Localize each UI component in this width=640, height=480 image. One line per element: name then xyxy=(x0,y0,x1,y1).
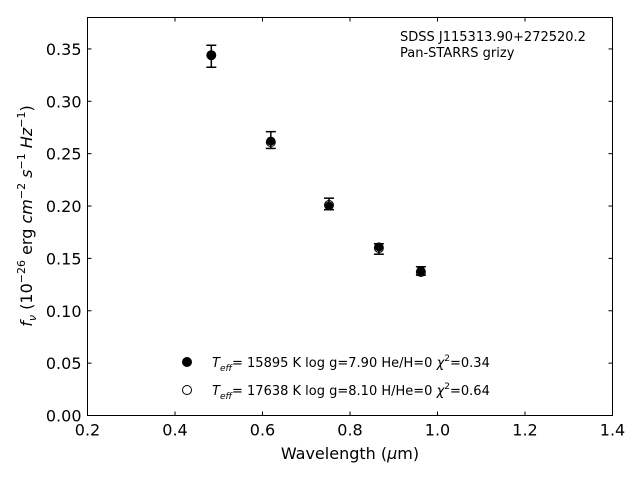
x-tick-label: 1.4 xyxy=(600,421,625,440)
annotation-object-name: SDSS J115313.90+272520.2 xyxy=(400,30,586,45)
y-tick-label: 0.05 xyxy=(46,354,82,373)
annotation-survey-name: Pan-STARRS grizy xyxy=(400,46,515,61)
y-tick-label: 0.35 xyxy=(46,40,82,59)
x-tick-label: 0.6 xyxy=(250,421,275,440)
axis-ticks: 0.2 0.4 0.6 0.8 1.0 1.2 1.4 0.00 0.05 0.10 0.15 0.2… xyxy=(46,17,625,440)
x-tick-label: 0.4 xyxy=(162,421,187,440)
y-axis-label: fν (10−26 erg cm−2 s−1 Hz−1) xyxy=(15,105,39,326)
y-tick-label: 0.00 xyxy=(46,407,82,426)
legend-marker xyxy=(182,385,192,395)
x-axis-label: Wavelength (μm) xyxy=(281,444,419,463)
model-point-filled xyxy=(374,242,384,252)
legend-marker xyxy=(182,357,192,367)
x-tick-label: 1.2 xyxy=(512,421,537,440)
model-point-filled xyxy=(266,136,276,146)
legend-entry-label: Teff= 17638 K log g=8.10 H/He=0 χ2=0.64 xyxy=(212,382,490,402)
y-tick-label: 0.15 xyxy=(46,249,82,268)
model-point-filled xyxy=(324,201,334,211)
y-tick-label: 0.20 xyxy=(46,197,82,216)
x-tick-label: 0.8 xyxy=(337,421,362,440)
data-marks xyxy=(206,44,426,278)
y-tick-label: 0.30 xyxy=(46,92,82,111)
model-point-filled xyxy=(416,266,426,276)
legend-entry-label: Teff= 15895 K log g=7.90 He/H=0 χ2=0.34 xyxy=(212,354,490,374)
legend: Teff= 15895 K log g=7.90 He/H=0 χ2=0.34 T… xyxy=(182,354,490,402)
y-tick-label: 0.10 xyxy=(46,302,82,321)
x-tick-label: 1.0 xyxy=(425,421,450,440)
x-tick-label: 0.2 xyxy=(75,421,100,440)
model-point-filled xyxy=(206,50,216,60)
y-tick-label: 0.25 xyxy=(46,145,82,164)
plot-frame xyxy=(87,17,613,416)
